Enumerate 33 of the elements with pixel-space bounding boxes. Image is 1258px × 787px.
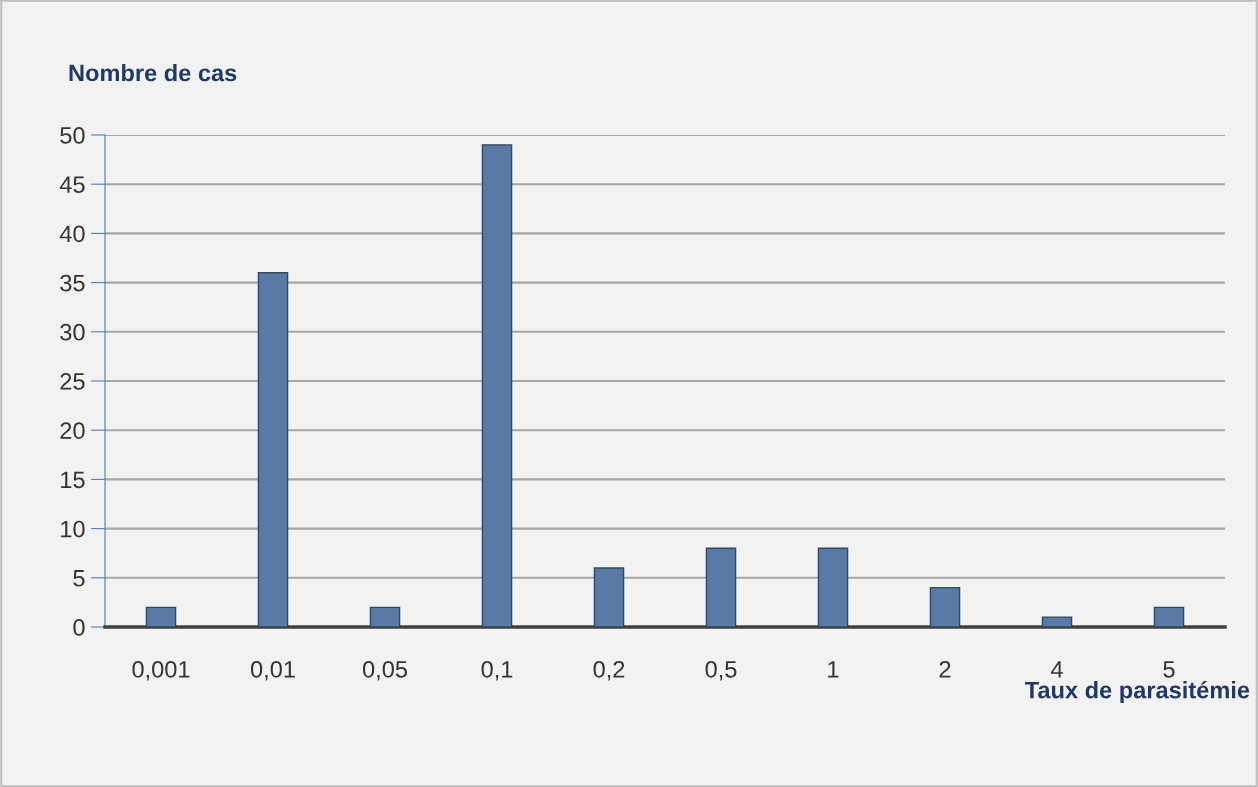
bar [481, 144, 513, 627]
x-tick-label: 0,5 [705, 660, 737, 681]
y-tick-label: 40 [59, 225, 85, 243]
bar [369, 606, 401, 627]
y-tick-label: 35 [60, 274, 85, 292]
bar [145, 606, 177, 627]
bar [705, 547, 737, 627]
x-tick-label: 5 [1163, 661, 1175, 678]
x-axis-title: Taux de parasitémie [1025, 680, 1250, 704]
y-tick-label: 50 [60, 127, 85, 144]
y-tick-label: 30 [60, 323, 85, 341]
x-tick-label: 0,2 [593, 660, 625, 681]
y-tick-label: 5 [73, 570, 85, 587]
y-axis-title: Nombre de cas [69, 64, 237, 82]
y-tick-label: 15 [61, 471, 85, 489]
x-tick-label: 0,01 [250, 660, 295, 681]
bar [593, 567, 625, 627]
x-tick-label: 2 [939, 660, 951, 678]
y-tick-label: 10 [61, 520, 85, 538]
x-tick-label: 0,1 [481, 660, 513, 681]
bar [257, 272, 289, 627]
y-tick-label: 20 [60, 422, 85, 439]
y-tick-label: 25 [60, 373, 85, 390]
y-tick-label: 0 [73, 619, 85, 636]
y-tick-label: 45 [59, 176, 85, 193]
x-tick-label: 4 [1050, 661, 1063, 678]
x-tick-label: 0,05 [362, 660, 407, 681]
x-tick-label: 1 [828, 661, 839, 678]
bar [817, 547, 849, 627]
bar [929, 586, 961, 627]
bar [1153, 606, 1185, 627]
bar [1041, 616, 1073, 627]
x-tick-label: 0,001 [132, 660, 190, 681]
